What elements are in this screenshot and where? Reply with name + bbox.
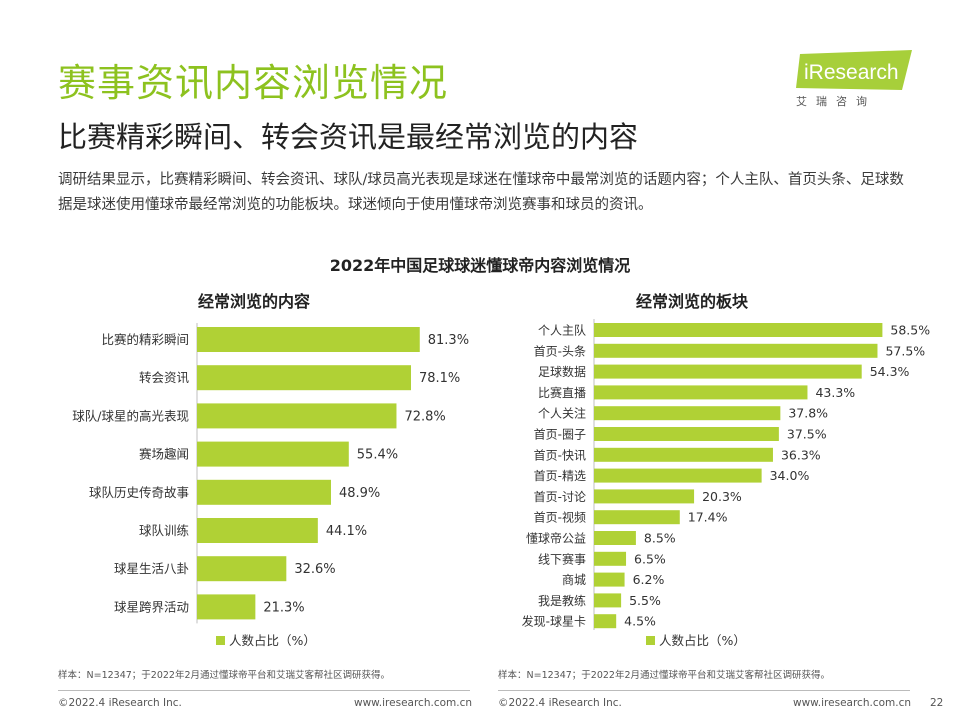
value-label: 5.5% xyxy=(629,593,661,608)
bar xyxy=(594,489,695,504)
category-label: 首页-圈子 xyxy=(534,428,586,442)
bar xyxy=(197,403,397,429)
value-label: 20.3% xyxy=(702,489,742,504)
value-label: 81.3% xyxy=(428,333,469,348)
category-label: 球队训练 xyxy=(139,523,190,538)
bar xyxy=(197,518,318,543)
legend-label: 人数占比（%） xyxy=(659,633,746,648)
value-label: 37.5% xyxy=(787,427,827,442)
left-panel-title: 经常浏览的内容 xyxy=(198,292,311,311)
right-legend: 人数占比（%） xyxy=(646,630,746,649)
bar xyxy=(594,385,808,400)
page-number: 22 xyxy=(930,697,944,709)
logo-graphic: iResearch xyxy=(796,50,912,90)
logo-cn-text: 艾瑞咨询 xyxy=(796,95,876,108)
category-label: 比赛的精彩瞬间 xyxy=(101,332,189,347)
bar xyxy=(594,447,773,462)
value-label: 4.5% xyxy=(624,614,656,629)
left-website: www.iresearch.com.cn xyxy=(354,697,473,709)
value-label: 6.2% xyxy=(633,572,665,587)
bar xyxy=(594,364,862,379)
bar xyxy=(197,594,256,620)
value-label: 21.3% xyxy=(263,600,304,615)
bar xyxy=(197,556,287,582)
value-label: 37.8% xyxy=(788,406,828,421)
category-label: 商城 xyxy=(562,572,586,587)
category-label: 发现-球星卡 xyxy=(522,614,586,629)
value-label: 57.5% xyxy=(885,343,925,358)
value-label: 44.1% xyxy=(326,524,367,539)
category-label: 首页-视频 xyxy=(534,510,586,525)
bar xyxy=(594,323,883,337)
bar xyxy=(594,343,878,358)
bar xyxy=(197,479,331,505)
category-label: 线下赛事 xyxy=(538,551,586,566)
value-label: 78.1% xyxy=(419,371,460,386)
value-label: 34.0% xyxy=(770,468,810,483)
right-copyright: ©2022.4 iResearch Inc. xyxy=(498,697,622,709)
value-label: 36.3% xyxy=(781,447,821,462)
left-copyright: ©2022.4 iResearch Inc. xyxy=(58,697,182,709)
bar xyxy=(594,551,627,566)
bar xyxy=(594,614,617,629)
legend-swatch xyxy=(216,636,225,645)
value-label: 43.3% xyxy=(815,385,855,400)
legend-swatch xyxy=(646,636,655,645)
bar xyxy=(594,427,779,441)
bar xyxy=(197,327,420,352)
right-panel-title: 经常浏览的板块 xyxy=(636,292,749,311)
value-label: 32.6% xyxy=(294,562,335,577)
bar xyxy=(594,593,622,608)
category-label: 个人关注 xyxy=(538,406,586,421)
category-label: 球队历史传奇故事 xyxy=(89,485,189,500)
category-label: 球星跨界活动 xyxy=(114,599,189,614)
logo-text: iResearch xyxy=(804,61,899,84)
iresearch-logo: iResearch 艾瑞咨询 xyxy=(790,50,915,110)
left-sample-note: 样本：N=12347；于2022年2月通过懂球帝平台和艾瑞艾客帮社区调研获得。 xyxy=(58,670,391,681)
page-description: 调研结果显示，比赛精彩瞬间、转会资讯、球队/球员高光表现是球迷在懂球帝中最常浏览… xyxy=(58,172,904,213)
category-label: 球队/球星的高光表现 xyxy=(72,408,189,423)
section-bar-chart: 个人主队 58.5% 首页-头条 57.5% 足球数据 54.3% 比赛直播 43.3% 个人关… xyxy=(522,319,930,630)
category-label: 首页-精选 xyxy=(534,469,586,483)
category-label: 首页-快讯 xyxy=(534,448,586,462)
bar xyxy=(594,531,636,545)
page-title: 赛事资讯内容浏览情况 xyxy=(58,61,449,105)
category-label: 懂球帝公益 xyxy=(526,531,586,546)
category-label: 赛场趣闻 xyxy=(139,447,189,462)
chart-title: 2022年中国足球球迷懂球帝内容浏览情况 xyxy=(329,256,631,275)
right-sample-note: 样本：N=12347；于2022年2月通过懂球帝平台和艾瑞艾客帮社区调研获得。 xyxy=(498,670,831,681)
category-label: 球星生活八卦 xyxy=(114,561,189,576)
content-bar-chart: 比赛的精彩瞬间 81.3% 转会资讯 78.1% 球队/球星的高光表现 72.8% 赛场趣闻… xyxy=(72,323,469,624)
left-footer-divider xyxy=(58,690,470,691)
bar xyxy=(594,572,625,587)
page-subtitle: 比赛精彩瞬间、转会资讯是最经常浏览的内容 xyxy=(58,120,639,154)
category-label: 首页-头条 xyxy=(534,344,586,358)
value-label: 72.8% xyxy=(404,409,445,424)
value-label: 54.3% xyxy=(870,364,910,379)
category-label: 足球数据 xyxy=(538,364,586,379)
bar xyxy=(594,510,680,525)
category-label: 我是教练 xyxy=(538,593,586,608)
category-label: 个人主队 xyxy=(538,323,586,338)
category-label: 比赛直播 xyxy=(538,385,586,400)
bar xyxy=(594,468,762,483)
bar xyxy=(197,441,349,467)
value-label: 8.5% xyxy=(644,531,676,546)
value-label: 55.4% xyxy=(357,448,398,463)
legend-label: 人数占比（%） xyxy=(229,633,316,648)
bar xyxy=(594,406,781,421)
category-label: 首页-讨论 xyxy=(534,490,586,504)
value-label: 48.9% xyxy=(339,486,380,501)
category-label: 转会资讯 xyxy=(139,370,190,385)
right-footer-divider xyxy=(498,690,910,691)
right-website: www.iresearch.com.cn xyxy=(793,697,912,709)
bar xyxy=(197,365,411,391)
value-label: 6.5% xyxy=(634,551,666,566)
value-label: 58.5% xyxy=(890,323,930,338)
value-label: 17.4% xyxy=(688,510,728,525)
left-legend: 人数占比（%） xyxy=(216,630,316,649)
